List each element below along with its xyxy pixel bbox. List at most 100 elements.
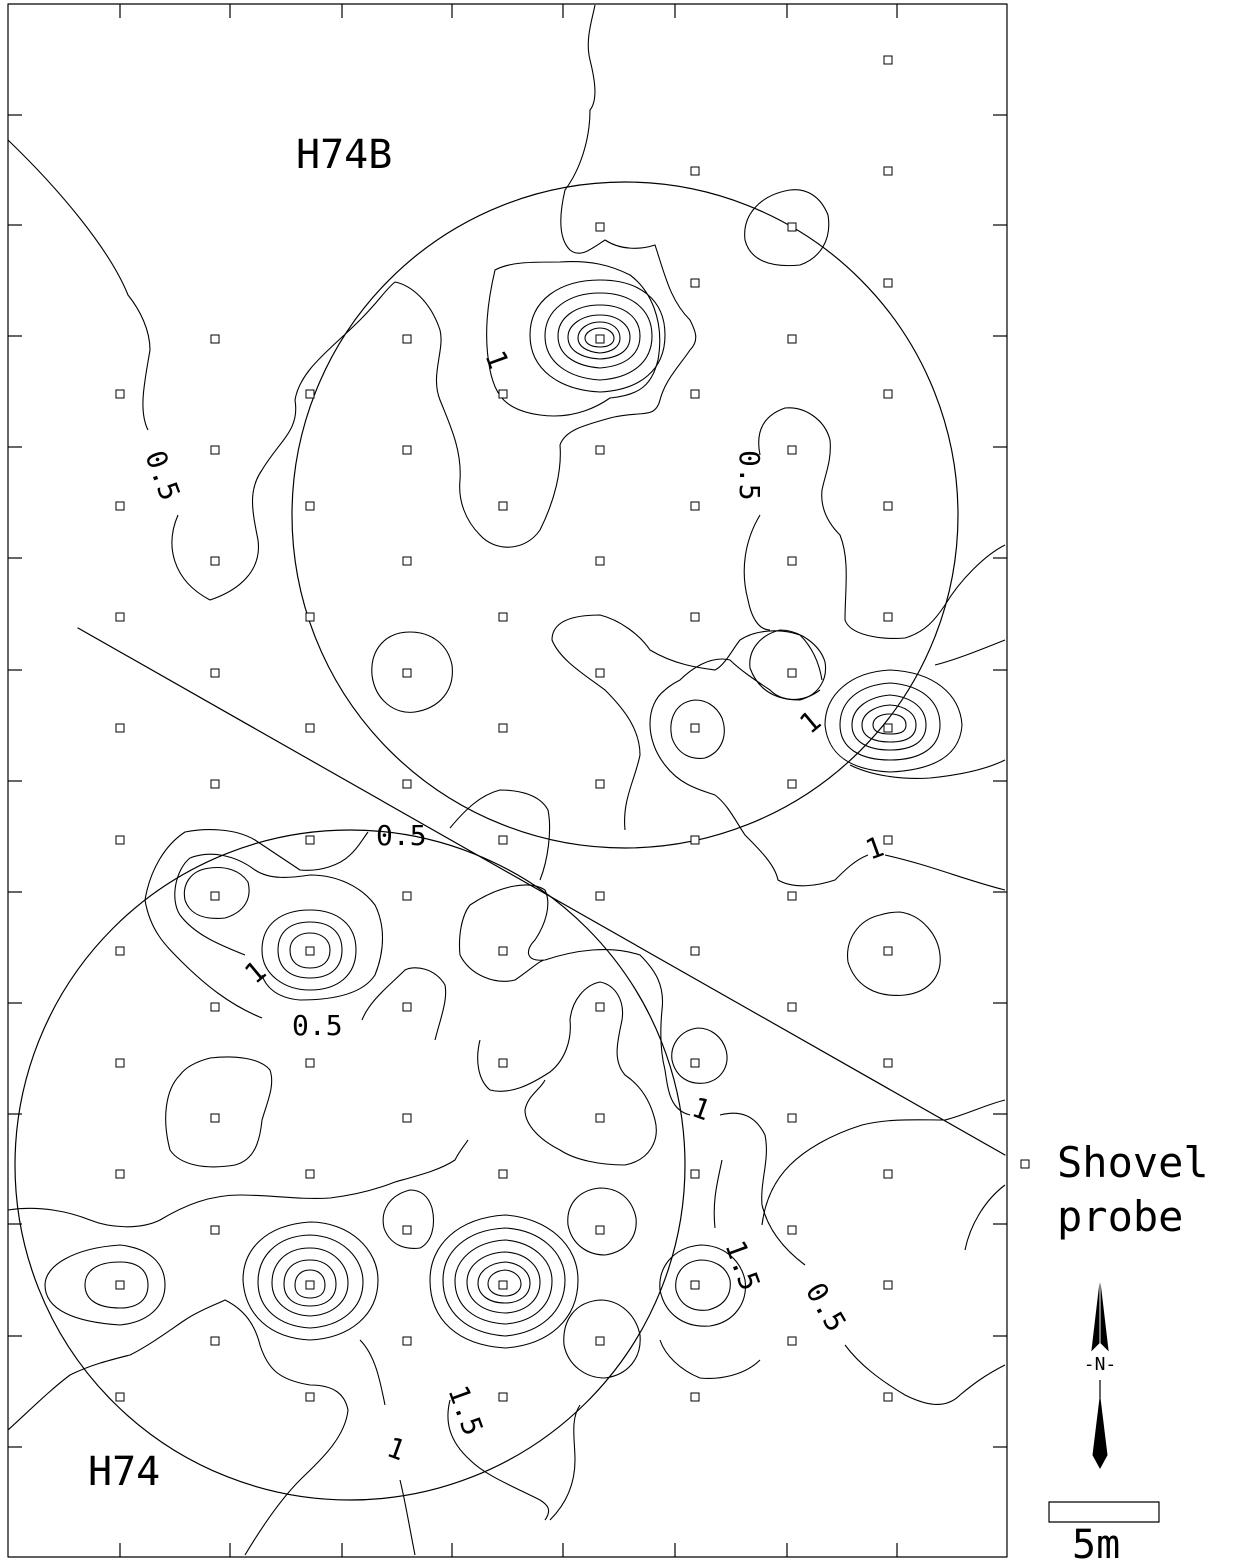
contour-mid-small — [371, 631, 453, 713]
shovel-probe-marker — [883, 946, 893, 956]
shovel-probe-marker — [402, 1113, 412, 1123]
shovel-probe-marker — [883, 166, 893, 176]
contour-west-peaks — [183, 866, 357, 991]
shovel-probe-marker — [883, 1392, 893, 1402]
shovel-probe-marker — [210, 668, 220, 678]
contour-south-west-peak — [44, 1244, 166, 1326]
shovel-probe-marker — [690, 723, 700, 733]
contour-1-north — [486, 261, 661, 417]
shovel-probe-marker — [210, 1002, 220, 1012]
contour-east-halo — [849, 639, 1006, 779]
shovel-probe-marker — [690, 501, 700, 511]
contour-ne-small — [744, 189, 830, 267]
shovel-probe-marker — [787, 556, 797, 566]
shovel-probe-marker — [115, 835, 125, 845]
shovel-probe-marker — [115, 1058, 125, 1068]
contour-small-b — [749, 629, 827, 701]
contour-label: 0.5 — [733, 450, 766, 501]
shovel-probe-marker — [595, 891, 605, 901]
shovel-probe-marker — [115, 1392, 125, 1402]
shovel-probe-marker — [690, 166, 700, 176]
shovel-probe-marker — [787, 222, 797, 232]
shovel-probe-marker — [402, 1225, 412, 1235]
shovel-probe-marker — [305, 835, 315, 845]
contour-label: 0.5 — [376, 819, 427, 852]
shovel-probe-marker — [115, 946, 125, 956]
shovel-probe-marker — [595, 445, 605, 455]
shovel-probe-marker — [402, 1336, 412, 1346]
shovel-probe-marker — [402, 1002, 412, 1012]
shovel-probe-marker — [210, 891, 220, 901]
shovel-probe-marker — [787, 779, 797, 789]
shovel-probe-marker — [883, 389, 893, 399]
shovel-probe-marker — [883, 723, 893, 733]
contour-east-peak — [824, 669, 963, 773]
contour-east-1 — [649, 658, 1006, 891]
shovel-probe-marker — [690, 1280, 700, 1290]
shovel-probe-marker — [402, 334, 412, 344]
shovel-probe-marker — [690, 1058, 700, 1068]
contour-label: 0.5 — [292, 1009, 343, 1042]
contour-label: 1 — [478, 346, 515, 373]
shovel-probe-marker — [115, 389, 125, 399]
shovel-probe-marker — [210, 1336, 220, 1346]
shovel-probe-marker — [787, 1002, 797, 1012]
shovel-probe-marker — [787, 891, 797, 901]
shovel-probe-marker — [595, 1225, 605, 1235]
legend-probe-label-line2: probe — [1057, 1192, 1183, 1241]
shovel-probe-marker — [595, 1336, 605, 1346]
shovel-probe-marker — [305, 1392, 315, 1402]
shovel-probe-marker — [498, 612, 508, 622]
shovel-probe-marker — [595, 668, 605, 678]
shovel-probe-marker — [883, 278, 893, 288]
division-line — [77, 627, 1006, 1156]
contour-south-central — [458, 884, 691, 1116]
shovel-probe-marker — [210, 1113, 220, 1123]
shovel-probe-marker — [595, 222, 605, 232]
contour-label: 1.5 — [718, 1236, 766, 1295]
shovel-probe-marker — [402, 556, 412, 566]
shovel-probe-marker — [787, 1336, 797, 1346]
shovel-probe-marker — [115, 1280, 125, 1290]
shovel-probe-marker — [690, 1392, 700, 1402]
contour-lines — [7, 4, 1006, 1556]
shovel-probe-marker — [883, 1280, 893, 1290]
shovel-probe-marker — [787, 1113, 797, 1123]
shovel-probe-marker — [595, 556, 605, 566]
shovel-probe-marker — [115, 612, 125, 622]
shovel-probe-marker — [498, 723, 508, 733]
legend-probe-label-line1: Shovel — [1057, 1138, 1209, 1187]
contour-south-east-peak — [659, 1244, 746, 1327]
shovel-probe-marker — [210, 334, 220, 344]
contour-south-1 — [359, 1339, 416, 1556]
shovel-probe-marker — [787, 445, 797, 455]
contour-south-east-1 — [659, 1112, 806, 1379]
shovel-probe-marker — [787, 334, 797, 344]
contour-small-a — [670, 699, 725, 759]
shovel-probe-marker — [883, 1169, 893, 1179]
shovel-probe-marker — [402, 891, 412, 901]
shovel-probe-marker — [305, 1058, 315, 1068]
shovel-probe-marker — [595, 1002, 605, 1012]
shovel-probe-marker — [498, 389, 508, 399]
shovel-probe-marker — [305, 1169, 315, 1179]
contour-west-cluster-1 — [174, 853, 383, 1001]
shovel-probe-marker — [305, 946, 315, 956]
contour-west-0.5 — [7, 4, 697, 601]
site-label-h74: H74 — [88, 1449, 160, 1495]
frame-ticks — [8, 4, 1007, 1557]
north-arrow-label: -N- — [1084, 1354, 1117, 1375]
shovel-probe-marker — [498, 1392, 508, 1402]
shovel-probe-marker — [498, 835, 508, 845]
shovel-probe-marker — [690, 389, 700, 399]
shovel-probe-marker — [690, 1169, 700, 1179]
shovel-probe-marker — [595, 334, 605, 344]
shovel-probe-marker — [115, 723, 125, 733]
shovel-probe-marker — [690, 835, 700, 845]
shovel-probe-marker — [690, 278, 700, 288]
shovel-probe-marker — [883, 501, 893, 511]
shovel-probe-marker — [210, 556, 220, 566]
contour-label: 1 — [383, 1431, 410, 1468]
shovel-probe-marker — [498, 1280, 508, 1290]
